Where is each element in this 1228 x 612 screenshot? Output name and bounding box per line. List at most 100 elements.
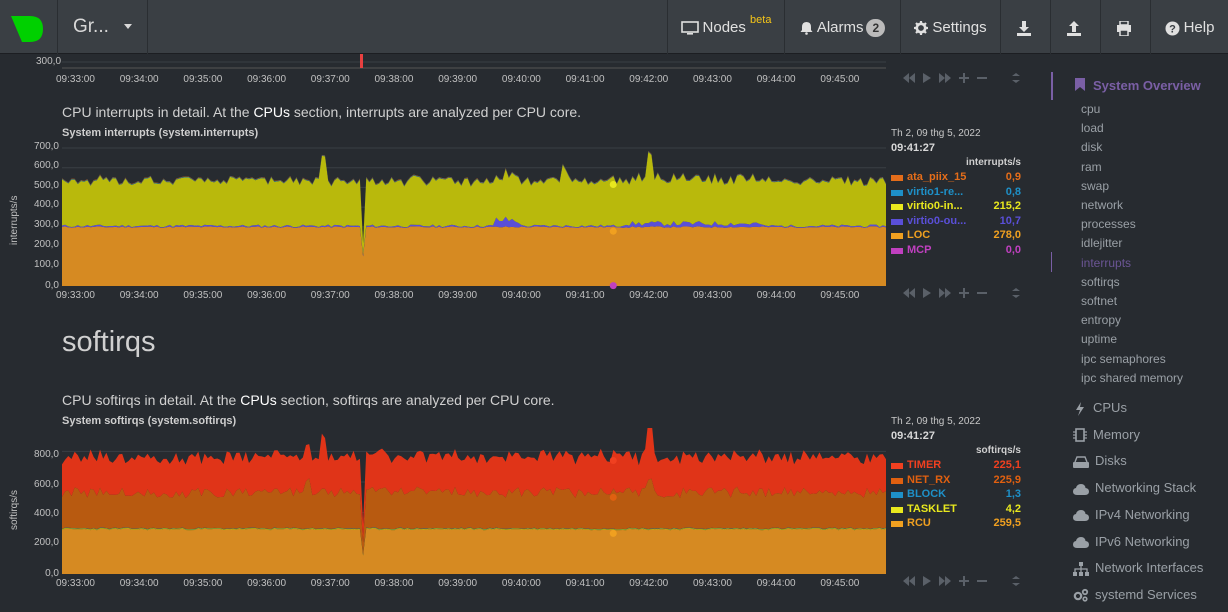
legend-date: Th 2, 09 thg 5, 2022 xyxy=(891,416,981,427)
cpus-link[interactable]: CPUs xyxy=(253,104,290,120)
bell-icon xyxy=(800,22,813,35)
sidebar-section-systemd-services[interactable]: systemd Services xyxy=(1073,587,1197,603)
download-button[interactable] xyxy=(1000,0,1050,54)
sidebar-item-cpu[interactable]: cpu xyxy=(1081,102,1101,116)
legend-swatch xyxy=(891,521,903,527)
sidebar-section-ipv4-networking[interactable]: IPv4 Networking xyxy=(1073,507,1190,522)
chart-controls[interactable] xyxy=(903,72,1023,87)
legend-name: BLOCK xyxy=(907,488,947,500)
legend-item[interactable]: ata_piix_15 0,9 xyxy=(891,171,1021,185)
sidebar-item-ipc-semaphores[interactable]: ipc semaphores xyxy=(1081,351,1166,366)
legend-units: interrupts/s xyxy=(965,157,1021,168)
sidebar-section-disks[interactable]: Disks xyxy=(1073,453,1127,468)
hover-point xyxy=(609,282,617,290)
series-area-virtio0-in xyxy=(62,151,886,256)
sidebar-item-swap[interactable]: swap xyxy=(1081,178,1110,193)
upload-button[interactable] xyxy=(1050,0,1100,54)
sidebar-item-softirqs[interactable]: softirqs xyxy=(1081,274,1120,289)
gear-icon xyxy=(914,21,929,36)
hover-point xyxy=(609,529,617,537)
x-tick-label: 09:43:00 xyxy=(693,290,732,301)
hover-point xyxy=(609,493,617,501)
hover-point xyxy=(609,457,617,465)
legend-item[interactable]: virtio0-ou... 10,7 xyxy=(891,215,1021,229)
legend-value: 10,7 xyxy=(999,214,1021,227)
sidebar-item-idlejitter[interactable]: idlejitter xyxy=(1081,236,1123,251)
sidebar-item-disk[interactable]: disk xyxy=(1081,140,1103,155)
sidebar-section-ipv6-networking[interactable]: IPv6 Networking xyxy=(1073,534,1190,549)
chart-controls[interactable] xyxy=(903,575,1023,590)
legend-swatch xyxy=(891,506,903,513)
legend-value: 4,2 xyxy=(1005,502,1021,515)
sidebar-item-interrupts[interactable]: interrupts xyxy=(1081,255,1132,270)
sidebar-item-load[interactable]: load xyxy=(1081,121,1104,136)
legend-item[interactable]: TIMER 225,1 xyxy=(891,459,1021,473)
sidebar-section-memory[interactable]: Memory xyxy=(1073,427,1140,443)
alarms-label: Alarms xyxy=(816,19,864,36)
legend-value: 259,5 xyxy=(993,517,1021,529)
x-tick-label: 09:45:00 xyxy=(820,74,860,85)
legend-item[interactable]: virtio1-re... 0,8 xyxy=(891,186,1021,200)
sidebar-section-label: Networking Stack xyxy=(1095,480,1197,496)
x-tick-label: 09:35:00 xyxy=(183,578,223,589)
x-tick-label: 09:41:00 xyxy=(565,74,605,85)
sidebar-item-softnet[interactable]: softnet xyxy=(1081,294,1118,308)
sidebar-section-network-interfaces[interactable]: Network Interfaces xyxy=(1073,560,1203,576)
sidebar-active-sub-bar xyxy=(1051,252,1052,272)
sidebar-section-label: Disks xyxy=(1095,453,1127,469)
sidebar-item-uptime[interactable]: uptime xyxy=(1081,332,1118,347)
sidebar-section-cpus[interactable]: CPUs xyxy=(1073,400,1127,416)
cpus-link[interactable]: CPUs xyxy=(240,392,277,408)
series-area-loc xyxy=(62,226,886,286)
sidebar-item-ram[interactable]: ram xyxy=(1081,159,1102,174)
legend-item[interactable]: NET_RX 225,9 xyxy=(891,474,1021,488)
sidebar-section-label: IPv6 Networking xyxy=(1095,533,1190,549)
x-tick-label: 09:44:00 xyxy=(756,578,796,589)
x-tick-label: 09:39:00 xyxy=(438,74,478,85)
disk-icon xyxy=(1073,453,1095,468)
beta-tag: beta xyxy=(750,14,772,26)
softirqs-chart[interactable] xyxy=(0,428,890,578)
y-tick-label: 400,0 xyxy=(33,199,59,210)
series-area-net-rx xyxy=(62,478,886,555)
cloud-icon xyxy=(1073,534,1095,549)
sidebar-item-system-overview[interactable]: System Overview xyxy=(1075,78,1201,93)
legend-swatch xyxy=(891,189,903,196)
legend-item[interactable]: BLOCK 1,3 xyxy=(891,488,1021,502)
sidebar-item-entropy[interactable]: entropy xyxy=(1081,313,1122,328)
legend-item[interactable]: virtio0-in... 215,2 xyxy=(891,200,1021,214)
netdata-logo[interactable] xyxy=(0,0,58,54)
settings-button[interactable]: Settings xyxy=(900,0,1000,54)
legend-item[interactable]: RCU 259,5 xyxy=(891,517,1021,531)
host-selector[interactable]: Gr... xyxy=(58,0,148,54)
legend-value: 215,2 xyxy=(993,200,1021,212)
alarms-button[interactable]: Alarms 2 xyxy=(784,0,900,54)
sidebar-section-networking-stack[interactable]: Networking Stack xyxy=(1073,480,1196,495)
interrupts-chart[interactable] xyxy=(0,140,890,290)
x-tick-label: 09:42:00 xyxy=(629,74,669,85)
sidebar-item-processes[interactable]: processes xyxy=(1081,217,1136,232)
sidebar-item-ipc-shared-memory[interactable]: ipc shared memory xyxy=(1081,370,1184,385)
x-tick-label: 09:40:00 xyxy=(501,290,541,301)
help-button[interactable]: ? Help xyxy=(1150,0,1228,54)
hover-point xyxy=(609,180,617,188)
y-tick-label: 600,0 xyxy=(33,479,59,490)
legend-name: RCU xyxy=(907,517,931,529)
legend-swatch xyxy=(891,218,903,225)
chart-controls[interactable] xyxy=(903,287,1023,302)
sidebar-item-network[interactable]: network xyxy=(1081,198,1124,212)
legend-name: TIMER xyxy=(907,459,942,471)
legend-value: 0,9 xyxy=(1005,171,1021,183)
print-button[interactable] xyxy=(1100,0,1150,54)
help-label: Help xyxy=(1183,19,1215,36)
nodes-label: Nodes xyxy=(702,19,746,36)
sidebar-main-label: System Overview xyxy=(1093,78,1201,93)
legend-item[interactable]: MCP 0,0 xyxy=(891,244,1021,258)
legend-item[interactable]: LOC 278,0 xyxy=(891,229,1021,243)
legend-name: virtio1-re... xyxy=(907,185,964,198)
nodes-button[interactable]: Nodes beta xyxy=(667,0,784,54)
legend-item[interactable]: TASKLET 4,2 xyxy=(891,503,1021,517)
bookmark-icon xyxy=(1075,78,1085,91)
chevron-down-icon xyxy=(124,24,132,29)
y-tick-label: 800,0 xyxy=(33,449,59,460)
